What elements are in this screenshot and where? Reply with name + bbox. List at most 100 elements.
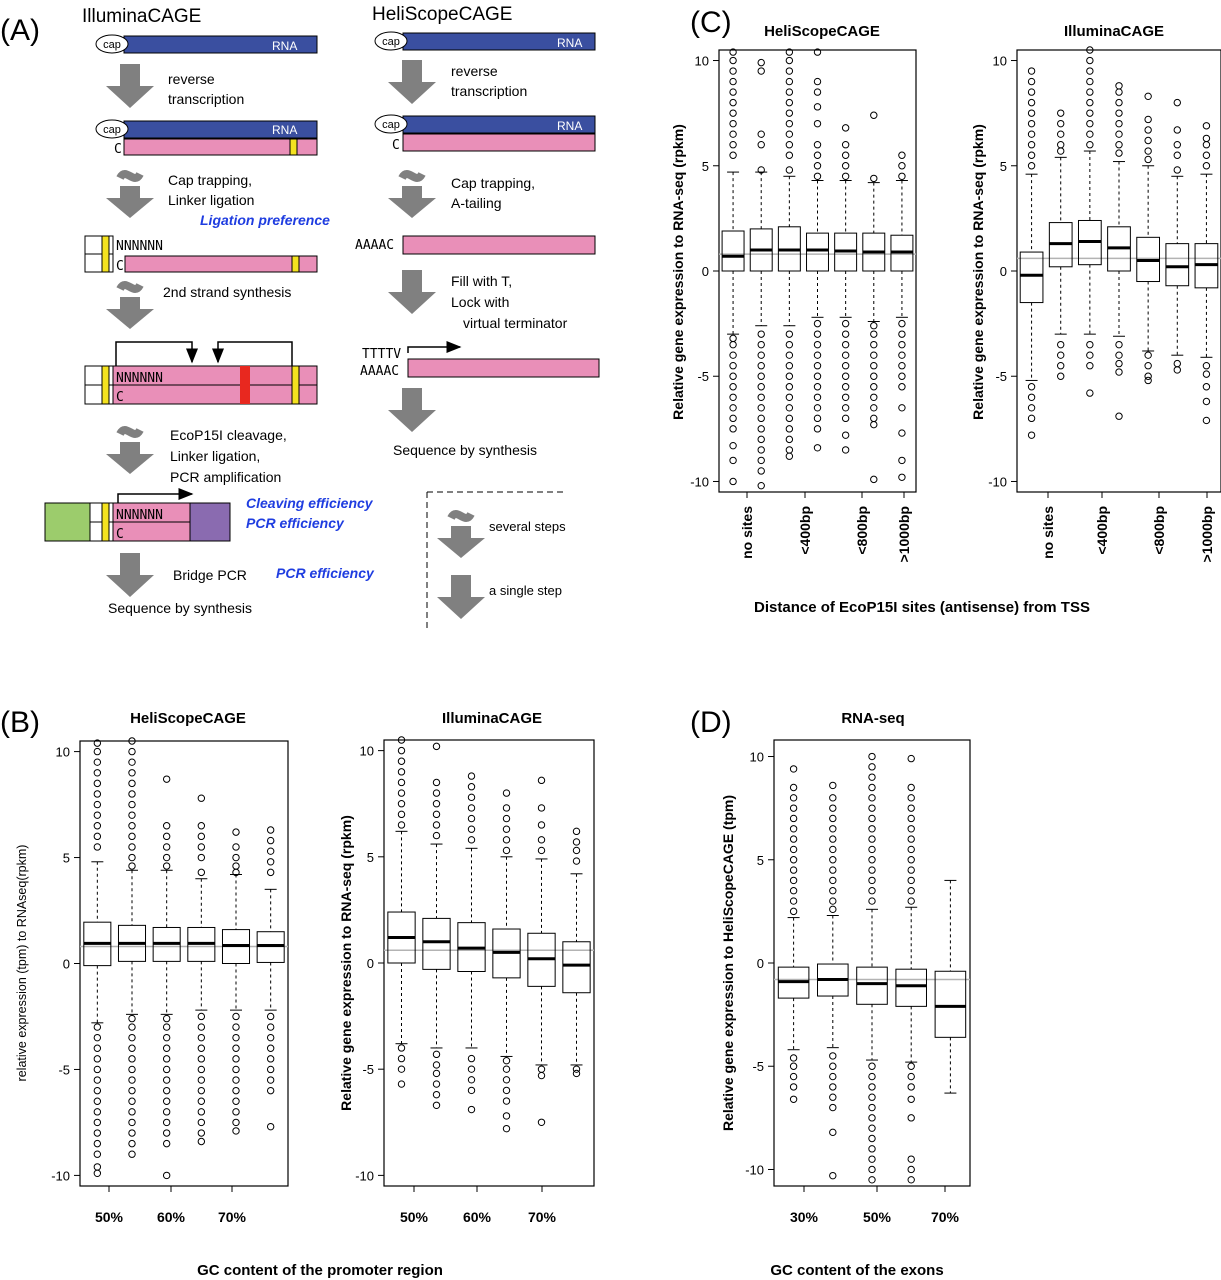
cap-label: cap <box>382 119 400 131</box>
outlier-point <box>1115 141 1123 149</box>
outlier-point <box>829 1072 837 1081</box>
outlier-point <box>128 822 136 830</box>
outlier-point <box>729 98 737 107</box>
outlier-point <box>898 404 906 412</box>
cap-label: cap <box>103 39 121 51</box>
outlier-point <box>907 835 915 843</box>
outlier-point <box>162 1055 171 1063</box>
bias-note: PCR efficiency <box>276 565 375 581</box>
outlier-point <box>1057 351 1065 359</box>
outlier-point <box>128 1139 136 1148</box>
outlier-point <box>467 804 476 812</box>
outlier-point <box>898 330 906 338</box>
outlier-point <box>870 174 878 183</box>
outlier-point <box>907 866 915 874</box>
outlier-point <box>789 866 798 874</box>
outlier-point <box>785 414 794 423</box>
outlier-point <box>232 1086 240 1095</box>
outlier-point <box>162 1108 171 1116</box>
outlier-point <box>841 372 850 380</box>
outlier-point <box>432 1090 441 1099</box>
outlier-point <box>757 435 765 444</box>
outlier-point <box>1144 372 1152 380</box>
wave-shape <box>116 170 144 182</box>
outlier-point <box>757 456 765 465</box>
outlier-point <box>785 48 794 56</box>
outlier-point <box>789 783 798 792</box>
n6-label: NNNNNN <box>116 371 163 386</box>
outlier-point <box>1115 412 1123 420</box>
outlier-point <box>829 905 837 914</box>
chart-c-illumina: IlluminaCAGE Relative gene expression to … <box>970 23 1221 562</box>
c-label: C <box>392 138 400 153</box>
outlier-point <box>397 736 406 744</box>
outlier-point <box>870 330 878 338</box>
n6-label: NNNNNN <box>116 239 163 254</box>
y-tick-label: -10 <box>988 474 1007 489</box>
outlier-point <box>729 119 737 128</box>
outlier-point <box>93 843 102 851</box>
outlier-point <box>232 1033 240 1042</box>
outlier-point <box>1202 162 1211 170</box>
y-tick-label: 0 <box>1000 264 1007 279</box>
chart-title: IlluminaCAGE <box>1064 23 1164 40</box>
marker <box>101 235 110 273</box>
outlier-point <box>197 1097 206 1105</box>
read-arrow <box>407 341 462 353</box>
outlier-point <box>1027 109 1036 117</box>
y-tick-label: -5 <box>995 369 1007 384</box>
outlier-point <box>572 838 581 846</box>
bias-note: Ligation preference <box>200 212 330 228</box>
outlier-point <box>757 166 765 174</box>
outlier-point <box>757 383 765 391</box>
outlier-point <box>197 1129 206 1137</box>
outlier-point <box>502 804 511 812</box>
outlier-point <box>1057 362 1065 370</box>
outlier-point <box>785 67 794 75</box>
outlier-point <box>93 822 102 830</box>
outlier-point <box>537 776 546 785</box>
outlier-point <box>266 858 275 866</box>
outlier-point <box>870 475 878 484</box>
outlier-point <box>1173 359 1181 368</box>
outlier-point <box>162 1014 171 1023</box>
y-tick-label: 10 <box>56 745 70 760</box>
box-4 <box>895 754 927 1184</box>
outlier-point <box>467 1054 476 1063</box>
outlier-point <box>1144 126 1152 134</box>
outlier-point <box>785 351 794 359</box>
box-6 <box>1165 98 1190 374</box>
step-text: reverse <box>168 71 215 87</box>
step-text: reverse <box>451 63 498 79</box>
iqr-box <box>1165 243 1190 287</box>
outlier-point <box>128 769 136 777</box>
outlier-point <box>907 814 915 823</box>
outlier-point <box>128 1150 136 1158</box>
outlier-point <box>729 56 737 65</box>
outlier-point <box>128 1014 136 1023</box>
outlier-point <box>729 130 737 138</box>
outlier-point <box>813 362 822 370</box>
outlier-point <box>785 425 794 433</box>
outlier-point <box>841 172 850 180</box>
iqr-box <box>856 966 888 1005</box>
arrow-shape <box>388 388 436 432</box>
outlier-point <box>197 1137 206 1146</box>
marker <box>291 365 300 405</box>
step-text: virtual terminator <box>463 315 568 331</box>
outlier-point <box>1086 119 1094 128</box>
outlier-point <box>757 351 765 359</box>
outlier-point <box>898 362 906 370</box>
arrow-shape <box>106 186 154 218</box>
step-text: 2nd strand synthesis <box>163 284 291 300</box>
outlier-point <box>1027 130 1036 138</box>
wave-shape <box>116 281 144 293</box>
outlier-point <box>197 843 206 851</box>
outlier-point <box>1057 130 1065 138</box>
outlier-point <box>1086 56 1094 65</box>
outlier-point <box>197 868 206 877</box>
outlier-point <box>898 372 906 380</box>
outlier-point <box>197 822 206 830</box>
y-tick-label: 5 <box>367 850 374 865</box>
